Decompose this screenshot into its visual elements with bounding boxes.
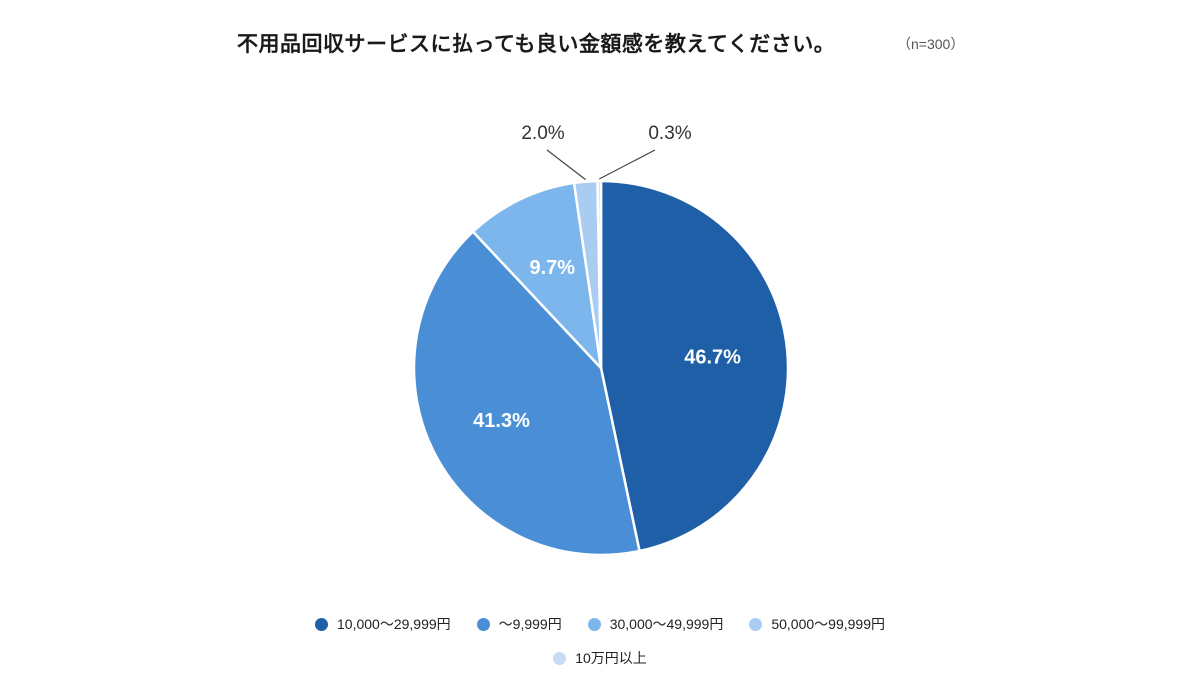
legend-item-4: 50,000～99,999円 xyxy=(749,614,885,634)
legend-row-2: 10万円以上 xyxy=(0,648,1200,668)
legend-item-1: 10,000～29,999円 xyxy=(315,614,451,634)
data-label-slice-5: 0.3% xyxy=(648,123,691,144)
callout-line-slice-5 xyxy=(598,149,656,180)
legend-item-5: 10万円以上 xyxy=(553,648,647,668)
legend-swatch-icon xyxy=(749,617,763,631)
legend-label: 10万円以上 xyxy=(575,650,647,666)
pie-callout-lines xyxy=(546,149,656,181)
pie-slice-5 xyxy=(596,179,603,370)
legend-label: 10,000～29,999円 xyxy=(337,616,451,632)
pie-slice-3 xyxy=(471,181,603,370)
data-label-slice-1: 46.7% xyxy=(684,346,741,368)
pie-slice-2 xyxy=(412,230,641,557)
callout-line-slice-4 xyxy=(546,149,586,181)
pie-data-labels: 46.7% 41.3% 9.7% 2.0% 0.3% xyxy=(473,123,741,432)
legend-row-1: 10,000～29,999円 ～9,999円 30,000～49,999円 50,00… xyxy=(0,614,1200,634)
data-label-slice-3: 9.7% xyxy=(529,257,575,279)
legend-item-3: 30,000～49,999円 xyxy=(587,614,724,634)
data-label-slice-4: 2.0% xyxy=(521,123,564,144)
pie-slices xyxy=(412,179,790,557)
legend-label: 50,000～99,999円 xyxy=(771,616,885,632)
pie-slice-1 xyxy=(599,179,790,553)
legend-item-2: ～9,999円 xyxy=(476,614,562,634)
legend-swatch-icon xyxy=(587,617,601,631)
sample-size-label: （n=300） xyxy=(897,36,965,52)
legend-swatch-icon xyxy=(315,617,329,631)
legend-label: ～9,999円 xyxy=(498,616,562,632)
data-label-slice-2: 41.3% xyxy=(473,410,530,432)
legend-swatch-icon xyxy=(476,617,490,631)
chart-title: 不用品回収サービスに払っても良い金額感を教えてください。 xyxy=(237,33,836,56)
legend-label: 30,000～49,999円 xyxy=(609,616,724,632)
legend-swatch-icon xyxy=(553,651,567,665)
